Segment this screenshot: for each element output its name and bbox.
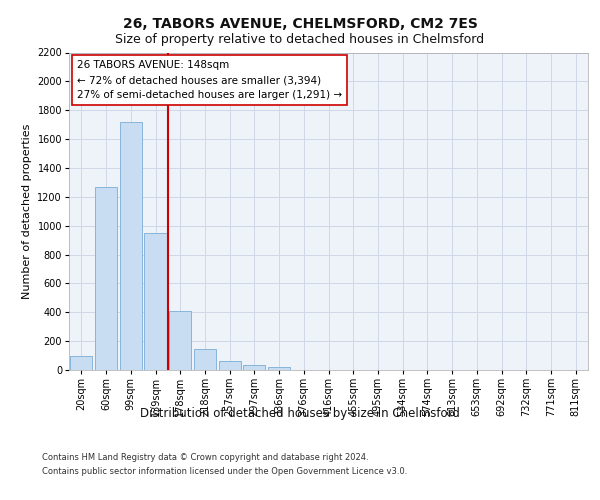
Text: Contains HM Land Registry data © Crown copyright and database right 2024.: Contains HM Land Registry data © Crown c… [42, 454, 368, 462]
Text: Size of property relative to detached houses in Chelmsford: Size of property relative to detached ho… [115, 32, 485, 46]
Bar [194, 348, 216, 370]
Bar [243, 365, 265, 370]
Y-axis label: Number of detached properties: Number of detached properties [22, 124, 32, 299]
Bar [169, 311, 191, 370]
Bar [70, 356, 92, 370]
Text: 26, TABORS AVENUE, CHELMSFORD, CM2 7ES: 26, TABORS AVENUE, CHELMSFORD, CM2 7ES [122, 18, 478, 32]
Bar [218, 360, 241, 370]
Bar [268, 367, 290, 370]
Text: Distribution of detached houses by size in Chelmsford: Distribution of detached houses by size … [140, 408, 460, 420]
Bar [119, 122, 142, 370]
Text: 26 TABORS AVENUE: 148sqm
← 72% of detached houses are smaller (3,394)
27% of sem: 26 TABORS AVENUE: 148sqm ← 72% of detach… [77, 60, 342, 100]
Bar [95, 186, 117, 370]
Text: Contains public sector information licensed under the Open Government Licence v3: Contains public sector information licen… [42, 467, 407, 476]
Bar [145, 233, 167, 370]
